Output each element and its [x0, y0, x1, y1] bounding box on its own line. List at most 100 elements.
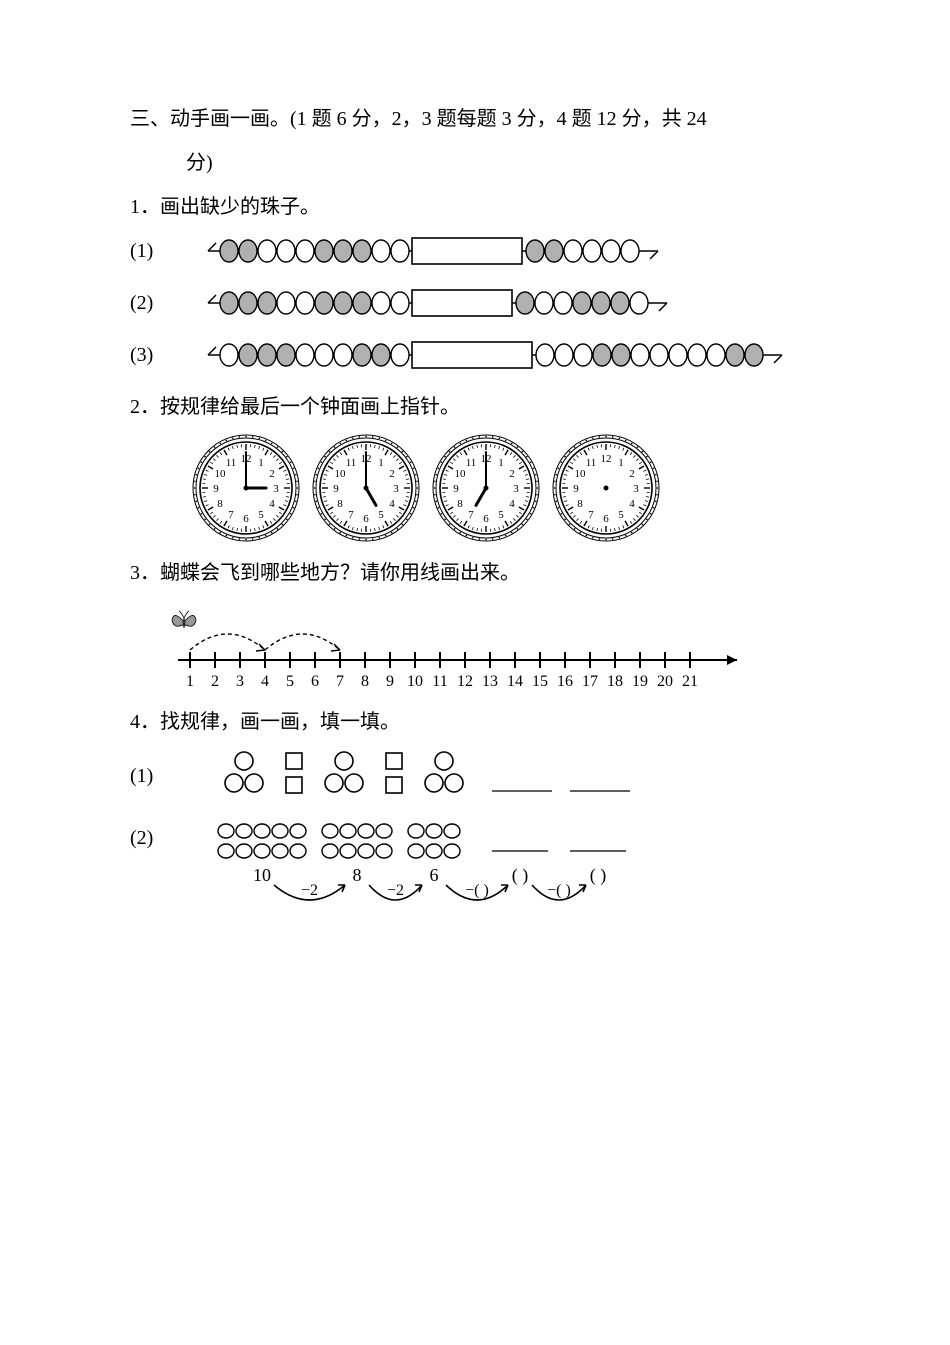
svg-text:9: 9 — [333, 483, 339, 495]
svg-text:9: 9 — [453, 483, 459, 495]
svg-text:9: 9 — [386, 673, 394, 690]
q4p2-svg: 10 8 6 ( ) ( ) −2 −2 −( ) −( ) — [216, 819, 776, 929]
q1-item-label: (3) — [130, 336, 176, 374]
svg-text:17: 17 — [582, 673, 598, 690]
svg-text:1: 1 — [618, 457, 624, 469]
bead-row-svg — [206, 285, 669, 321]
svg-text:8: 8 — [361, 673, 369, 690]
q4p1-svg — [216, 747, 776, 805]
svg-text:6: 6 — [363, 513, 369, 525]
clock-face: 123456789101112 — [550, 432, 662, 544]
svg-text:10: 10 — [575, 468, 587, 480]
svg-text:5: 5 — [258, 509, 264, 521]
svg-text:11: 11 — [466, 457, 477, 469]
svg-text:6: 6 — [430, 865, 439, 885]
svg-text:16: 16 — [557, 673, 573, 690]
svg-text:5: 5 — [498, 509, 504, 521]
clocks-row: 1234567891011121234567891011121234567891… — [190, 432, 820, 544]
svg-text:8: 8 — [217, 498, 223, 510]
svg-text:3: 3 — [273, 483, 279, 495]
q1-item: (2) — [130, 284, 820, 322]
svg-text:4: 4 — [389, 498, 395, 510]
q1-item: (1) — [130, 232, 820, 270]
svg-text:11: 11 — [586, 457, 597, 469]
svg-text:10: 10 — [407, 673, 423, 690]
svg-text:12: 12 — [457, 673, 473, 690]
svg-text:3: 3 — [393, 483, 399, 495]
svg-text:5: 5 — [618, 509, 624, 521]
svg-text:13: 13 — [482, 673, 498, 690]
svg-text:4: 4 — [261, 673, 269, 690]
svg-text:14: 14 — [507, 673, 523, 690]
svg-text:1: 1 — [378, 457, 384, 469]
svg-text:19: 19 — [632, 673, 648, 690]
svg-text:7: 7 — [228, 509, 234, 521]
q4-part2-label: (2) — [130, 819, 176, 857]
svg-text:10: 10 — [335, 468, 347, 480]
section-title-line1: 三、动手画一画。(1 题 6 分，2，3 题每题 3 分，4 题 12 分，共 … — [130, 108, 707, 130]
svg-text:5: 5 — [378, 509, 384, 521]
svg-text:2: 2 — [629, 468, 635, 480]
svg-text:2: 2 — [509, 468, 515, 480]
svg-text:1: 1 — [258, 457, 264, 469]
svg-text:11: 11 — [226, 457, 237, 469]
svg-text:10: 10 — [215, 468, 227, 480]
svg-text:4: 4 — [269, 498, 275, 510]
svg-text:6: 6 — [483, 513, 489, 525]
svg-text:−2: −2 — [301, 882, 318, 899]
svg-text:7: 7 — [348, 509, 354, 521]
q4-part2-figure: 10 8 6 ( ) ( ) −2 −2 −( ) −( ) — [216, 819, 776, 929]
svg-text:8: 8 — [337, 498, 343, 510]
svg-text:7: 7 — [336, 673, 344, 690]
q1-text: 1．画出缺少的珠子。 — [130, 188, 820, 226]
svg-text:2: 2 — [211, 673, 219, 690]
bead-row-svg — [206, 233, 660, 269]
svg-text:( ): ( ) — [512, 865, 529, 886]
bead-row-svg — [206, 337, 784, 373]
svg-text:8: 8 — [353, 865, 362, 885]
svg-text:20: 20 — [657, 673, 673, 690]
svg-text:7: 7 — [468, 509, 474, 521]
svg-text:9: 9 — [573, 483, 579, 495]
svg-text:3: 3 — [236, 673, 244, 690]
clock-face: 123456789101112 — [310, 432, 422, 544]
number-line-svg: 123456789101112131415161718192021 — [160, 600, 755, 695]
svg-text:4: 4 — [629, 498, 635, 510]
section-title-cont: 分) — [130, 144, 820, 182]
q3-text: 3．蝴蝶会飞到哪些地方？请你用线画出来。 — [130, 554, 820, 592]
svg-text:10: 10 — [455, 468, 467, 480]
svg-text:5: 5 — [286, 673, 294, 690]
svg-text:21: 21 — [682, 673, 698, 690]
svg-text:6: 6 — [243, 513, 249, 525]
svg-text:−2: −2 — [387, 882, 404, 899]
svg-text:18: 18 — [607, 673, 623, 690]
q4-part2: (2) 10 8 6 ( ) ( ) −2 −2 −( ) −( ) — [130, 819, 820, 929]
svg-text:8: 8 — [457, 498, 463, 510]
svg-text:7: 7 — [588, 509, 594, 521]
svg-text:11: 11 — [432, 673, 447, 690]
svg-text:−( ): −( ) — [465, 882, 489, 899]
svg-text:3: 3 — [513, 483, 519, 495]
svg-text:15: 15 — [532, 673, 548, 690]
svg-text:11: 11 — [346, 457, 357, 469]
svg-text:9: 9 — [213, 483, 219, 495]
q4-part1-label: (1) — [130, 757, 176, 795]
q2-text: 2．按规律给最后一个钟面画上指针。 — [130, 388, 820, 426]
q1-item: (3) — [130, 336, 820, 374]
clock-face: 123456789101112 — [190, 432, 302, 544]
svg-text:( ): ( ) — [590, 865, 607, 886]
svg-text:2: 2 — [269, 468, 275, 480]
svg-text:12: 12 — [601, 453, 612, 465]
svg-text:−( ): −( ) — [547, 882, 571, 899]
clock-face: 123456789101112 — [430, 432, 542, 544]
svg-text:1: 1 — [186, 673, 194, 690]
svg-text:8: 8 — [577, 498, 583, 510]
q1-items: (1) (2) (3) — [130, 232, 820, 374]
svg-text:4: 4 — [509, 498, 515, 510]
svg-text:10: 10 — [253, 865, 271, 885]
number-line: 123456789101112131415161718192021 — [160, 600, 820, 695]
q1-item-label: (2) — [130, 284, 176, 322]
q4-part1-figure — [216, 747, 776, 805]
svg-text:3: 3 — [633, 483, 639, 495]
q1-item-label: (1) — [130, 232, 176, 270]
